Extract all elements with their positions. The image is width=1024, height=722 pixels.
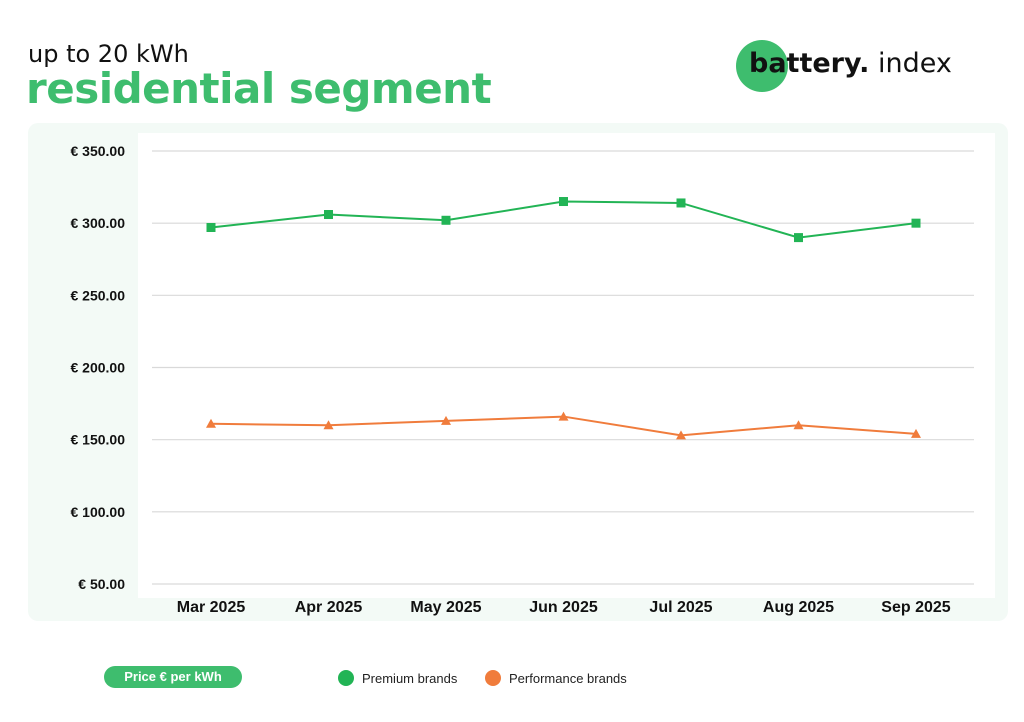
data-point-square <box>676 198 686 208</box>
series-line <box>210 200 917 239</box>
battery-index-logo: battery. index <box>736 40 956 92</box>
data-point-triangle <box>323 420 334 430</box>
chart-title: residential segment <box>26 64 492 113</box>
data-point-triangle <box>441 415 451 425</box>
x-tick-label: Sep 2025 <box>881 599 950 616</box>
logo-dot-icon <box>736 40 788 92</box>
legend-swatch-premium <box>338 670 354 686</box>
legend-swatch-performance <box>485 670 501 686</box>
y-tick-label: € 350.00 <box>71 143 126 159</box>
logo-text-bold: battery. <box>749 48 870 79</box>
data-point-square <box>794 233 803 243</box>
data-point-square <box>559 197 568 207</box>
legend-item-premium: Premium brands <box>338 668 457 688</box>
logo-text-rest: index <box>869 48 952 79</box>
data-point-triangle <box>558 411 569 421</box>
chart-subtitle: up to 20 kWh <box>28 40 189 68</box>
y-tick-label: € 200.00 <box>71 360 126 376</box>
y-tick-label: € 100.00 <box>71 504 126 520</box>
data-point-square <box>441 215 451 225</box>
y-tick-label: € 150.00 <box>71 432 126 448</box>
data-point-triangle <box>206 418 216 428</box>
logo-text: battery. index <box>749 48 952 79</box>
plot-area <box>138 133 995 598</box>
legend-label-performance: Performance brands <box>509 670 627 686</box>
legend-label-premium: Premium brands <box>362 670 458 686</box>
y-tick-label: € 250.00 <box>71 287 126 303</box>
data-point-triangle <box>676 430 686 440</box>
x-tick-label: Jul 2025 <box>649 599 712 616</box>
x-tick-label: Aug 2025 <box>763 599 834 616</box>
x-tick-label: Mar 2025 <box>177 599 246 616</box>
unit-badge: Price € per kWh <box>104 666 242 688</box>
legend-item-performance: Performance brands <box>485 668 627 688</box>
y-tick-label: € 300.00 <box>71 215 126 231</box>
data-point-square <box>206 222 216 232</box>
data-point-triangle <box>911 428 921 438</box>
x-tick-label: Jun 2025 <box>529 599 598 616</box>
data-point-triangle <box>793 420 804 430</box>
y-tick-label: € 50.00 <box>78 576 125 592</box>
data-point-square <box>324 210 333 220</box>
x-tick-label: May 2025 <box>410 599 481 616</box>
data-point-square <box>911 218 921 228</box>
x-tick-label: Apr 2025 <box>295 599 363 616</box>
